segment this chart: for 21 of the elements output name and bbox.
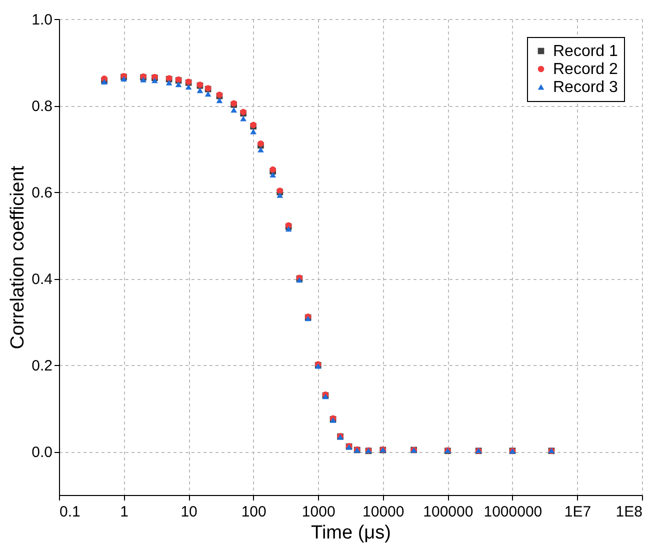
x-tick-label: 1000 (302, 504, 336, 520)
x-tick-label: 1E8 (616, 504, 642, 520)
x-tick-label: 0.1 (60, 504, 80, 520)
x-tick-label: 1 (120, 504, 128, 520)
y-tick-label: 0.6 (32, 184, 52, 202)
legend-label: Record 3 (553, 79, 618, 96)
y-axis-title: Correlation coefficient (8, 165, 29, 350)
y-tick-label: 0.4 (32, 271, 52, 288)
x-axis-title: Time (μs) (311, 522, 391, 544)
y-tick-label: 0.8 (32, 98, 52, 116)
legend-label: Record 1 (553, 43, 618, 60)
x-tick-label: 100000 (423, 504, 474, 520)
x-tick-label: 10 (180, 504, 198, 520)
legend-label: Record 2 (553, 61, 618, 78)
y-tick-label: 0.0 (32, 444, 52, 462)
x-tick-label: 100 (241, 504, 266, 520)
x-tick-label: 1E7 (564, 504, 592, 520)
y-tick-label: 0.2 (32, 358, 52, 375)
x-tick-label: 1000000 (484, 504, 542, 520)
x-tick-label: 10000 (362, 504, 404, 520)
y-tick-label: 1.0 (32, 12, 52, 28)
